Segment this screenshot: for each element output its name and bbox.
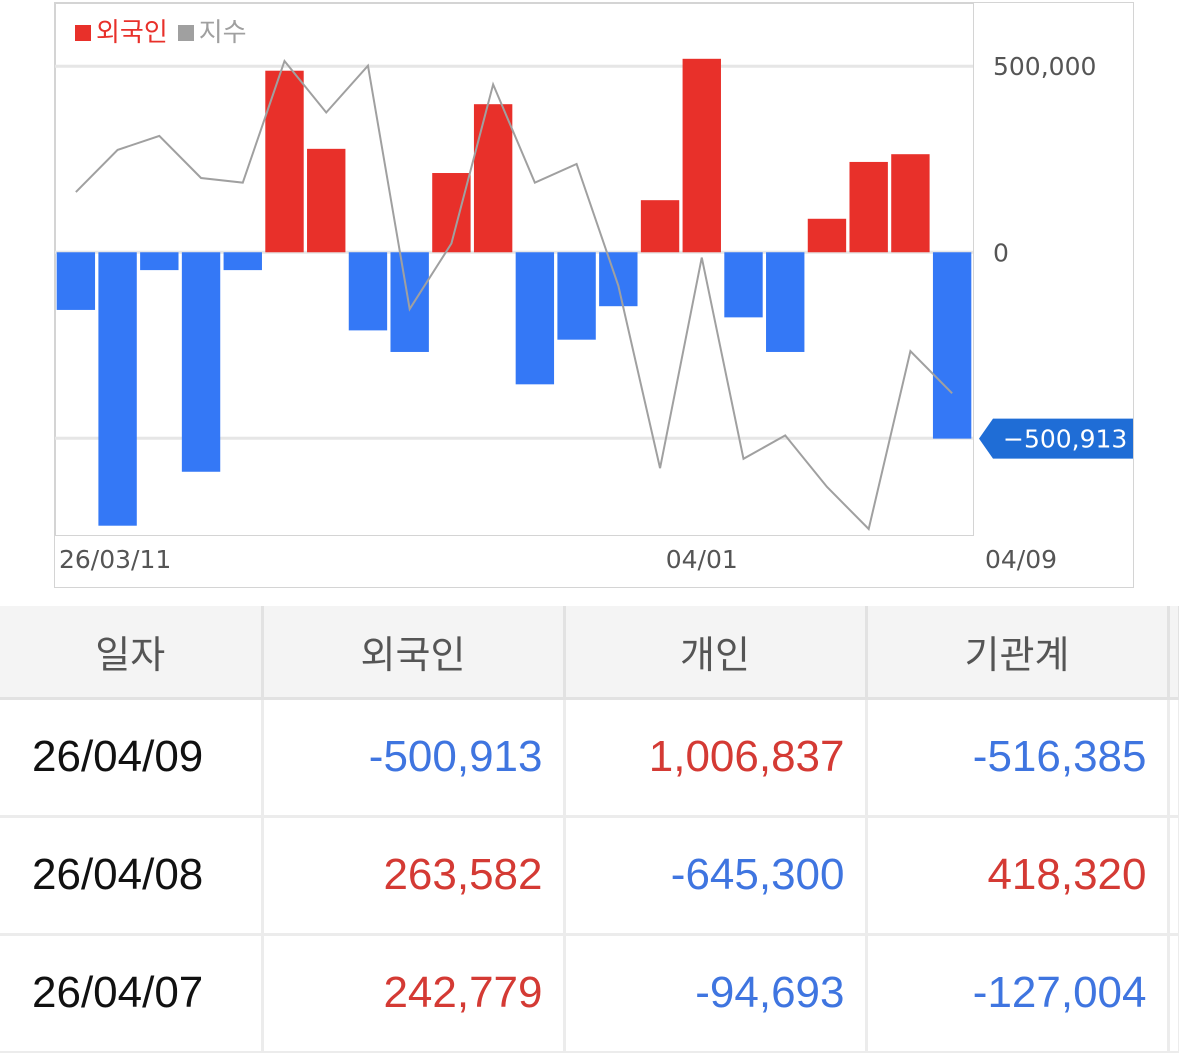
index-line xyxy=(75,58,953,531)
bar xyxy=(432,173,471,253)
cell-individual: -645,300 xyxy=(564,816,868,936)
cell-foreign: 263,582 xyxy=(262,816,566,936)
y-tick-label: 0 xyxy=(993,238,1009,267)
y-tick-label: 500,000 xyxy=(993,52,1096,81)
bar xyxy=(473,104,513,253)
bar xyxy=(640,200,680,253)
bar xyxy=(766,252,805,352)
bar xyxy=(599,252,638,307)
plot-frame xyxy=(55,3,974,536)
legend-item-foreign: 외국인 xyxy=(75,17,168,49)
cell-date: 26/04/09 xyxy=(0,698,264,818)
bar xyxy=(348,252,388,331)
bar xyxy=(682,58,721,253)
cell-date: 26/04/08 xyxy=(0,816,264,936)
header-overflow xyxy=(1168,606,1179,700)
last-value-tag xyxy=(979,418,1133,459)
x-tick-label: 04/09 xyxy=(985,545,1057,574)
cell-individual: 1,006,837 xyxy=(564,698,868,818)
bar xyxy=(390,252,429,352)
bar xyxy=(56,252,96,310)
bar xyxy=(891,154,930,253)
table-header-row: 일자 외국인 개인 기관계 xyxy=(0,606,1179,700)
cell-institution: 418,320 xyxy=(866,816,1170,936)
cell-foreign: -500,913 xyxy=(262,698,566,818)
legend-item-index: 지수 xyxy=(177,17,247,49)
table-row[interactable]: 26/04/08 263,582 -645,300 418,320 xyxy=(0,816,1179,936)
bar xyxy=(932,252,972,439)
legend-swatch-index xyxy=(177,25,194,41)
cell-overflow xyxy=(1168,816,1179,936)
bar xyxy=(515,252,555,385)
legend-label-foreign: 외국인 xyxy=(96,18,168,48)
cell-institution: -516,385 xyxy=(866,698,1170,818)
table-row[interactable]: 26/04/09 -500,913 1,006,837 -516,385 xyxy=(0,698,1179,818)
last-value-label: −500,913 xyxy=(1003,425,1127,454)
table-row[interactable]: 26/04/07 242,779 -94,693 -127,004 xyxy=(0,934,1179,1053)
bar xyxy=(557,252,596,340)
bar xyxy=(724,252,763,318)
bar xyxy=(98,252,137,526)
x-tick-label: 04/01 xyxy=(666,545,738,574)
investor-table: 일자 외국인 개인 기관계 26/04/09 -500,913 1,006,83… xyxy=(0,606,1179,1053)
legend-label-index: 지수 xyxy=(198,18,247,48)
bar xyxy=(807,218,847,253)
bar xyxy=(223,252,262,271)
cell-overflow xyxy=(1168,934,1179,1053)
legend-swatch-foreign xyxy=(75,25,91,41)
header-institution: 기관계 xyxy=(866,606,1170,700)
header-foreign: 외국인 xyxy=(262,606,566,700)
x-tick-label: 26/03/11 xyxy=(59,545,171,574)
header-individual: 개인 xyxy=(564,606,868,700)
cell-institution: -127,004 xyxy=(866,934,1170,1053)
cell-individual: -94,693 xyxy=(564,934,868,1053)
header-date: 일자 xyxy=(0,606,264,700)
bar xyxy=(307,148,346,253)
bar xyxy=(849,161,888,253)
investor-chart: 500,0000-500,00026/03/1104/0104/09−500,9… xyxy=(54,2,1134,588)
bar xyxy=(181,252,221,472)
cell-date: 26/04/07 xyxy=(0,934,264,1053)
cell-foreign: 242,779 xyxy=(262,934,566,1053)
bar xyxy=(140,252,179,271)
chart-canvas: 500,0000-500,00026/03/1104/0104/09−500,9… xyxy=(55,3,1133,574)
chart-legend: 외국인 지수 xyxy=(75,17,257,49)
cell-overflow xyxy=(1168,698,1179,818)
